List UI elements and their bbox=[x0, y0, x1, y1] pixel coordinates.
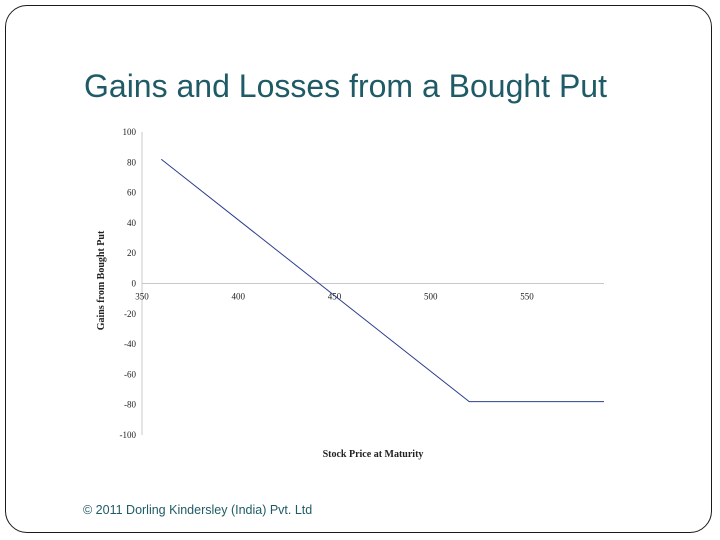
x-tick-label: 550 bbox=[520, 292, 534, 302]
x-tick-label: 500 bbox=[424, 292, 438, 302]
y-tick-labels: 100 80 60 40 20 0 -20 -40 -60 -80 -100 bbox=[120, 127, 137, 440]
copyright-footer: © 2011 Dorling Kindersley (India) Pvt. L… bbox=[83, 503, 313, 517]
payoff-line bbox=[160, 158, 604, 403]
y-tick-label: 100 bbox=[123, 127, 137, 137]
y-tick-label: -80 bbox=[124, 400, 136, 410]
series-group bbox=[160, 158, 604, 403]
slide-title: Gains and Losses from a Bought Put bbox=[84, 68, 607, 104]
y-tick-label: -60 bbox=[124, 369, 136, 379]
y-axis-title: Gains from Bought Put bbox=[96, 230, 107, 330]
x-tick-label: 450 bbox=[328, 292, 342, 302]
y-tick-label: 60 bbox=[127, 188, 137, 198]
y-tick-label: -20 bbox=[124, 309, 136, 319]
x-tick-label: 350 bbox=[135, 292, 149, 302]
x-tick-label: 400 bbox=[232, 292, 246, 302]
y-tick-label: 20 bbox=[127, 248, 137, 258]
x-tick-labels: 350 400 450 500 550 bbox=[135, 292, 534, 302]
y-tick-label: -100 bbox=[120, 430, 137, 440]
y-tick-label: 40 bbox=[127, 218, 137, 228]
y-tick-label: -40 bbox=[124, 339, 136, 349]
slide-frame: Gains and Losses from a Bought Put © 201… bbox=[5, 5, 712, 533]
y-tick-label: 0 bbox=[132, 279, 137, 289]
x-axis-title: Stock Price at Maturity bbox=[323, 449, 424, 460]
y-tick-label: 80 bbox=[127, 157, 137, 167]
